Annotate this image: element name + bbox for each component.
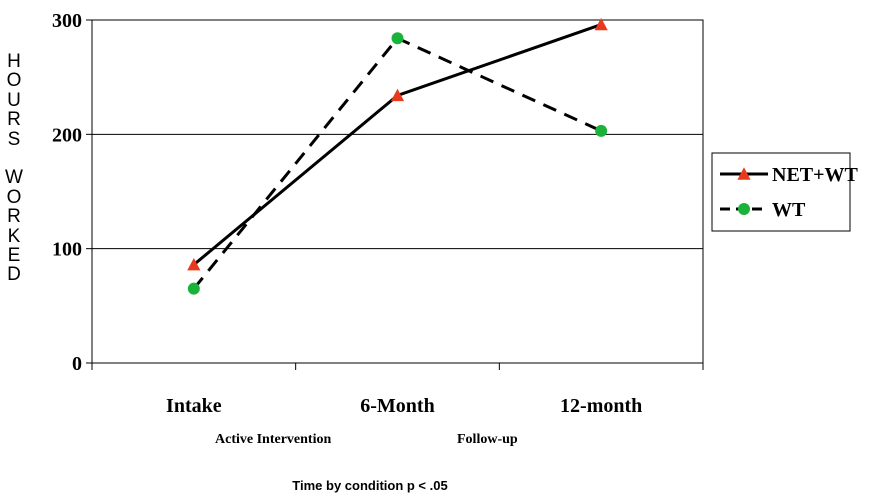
- data-point-triangle: [594, 17, 608, 31]
- y-axis-label-letter: O: [6, 186, 22, 208]
- phase-label-active: Active Intervention: [215, 432, 332, 447]
- series-line: [192, 23, 602, 266]
- legend: [711, 152, 851, 232]
- x-tick-label: Intake: [166, 395, 222, 417]
- y-axis-label-letter: K: [7, 225, 21, 247]
- y-axis-label-letter: E: [7, 244, 21, 266]
- data-point-circle: [391, 32, 404, 45]
- data-point-triangle: [187, 257, 201, 271]
- data-point-circle: [187, 282, 200, 295]
- legend-label: NET+WT: [772, 164, 859, 186]
- y-tick-label: 300: [52, 10, 82, 32]
- y-axis-label-letter: D: [7, 264, 21, 286]
- data-point-circle: [595, 124, 608, 137]
- y-tick-label: 0: [72, 353, 82, 375]
- y-axis-label-gap: [4, 149, 24, 168]
- phase-label-followup: Follow-up: [457, 432, 518, 447]
- y-tick-label: 100: [52, 239, 82, 261]
- x-tick-label: 6-Month: [360, 395, 434, 417]
- legend-label: WT: [772, 199, 806, 221]
- y-axis-label-letter: W: [5, 167, 23, 189]
- data-point-triangle: [390, 88, 405, 102]
- y-axis-label-letter: R: [7, 206, 21, 228]
- footnote: Time by condition p < .05: [292, 478, 448, 493]
- y-tick-label: 200: [52, 124, 82, 146]
- y-axis-label-letter: U: [7, 89, 21, 111]
- y-axis-label: H O U R S W O R K E D: [4, 52, 24, 285]
- series-line: [192, 36, 602, 290]
- x-tick-label: 12-month: [560, 395, 642, 417]
- y-axis-label-letter: R: [7, 109, 21, 131]
- y-axis-label-letter: S: [7, 128, 21, 150]
- plot-area: [91, 19, 704, 364]
- y-axis-label-letter: H: [7, 51, 21, 72]
- data-point-circle: [738, 203, 750, 215]
- y-axis-label-letter: O: [6, 70, 22, 92]
- data-point-triangle: [737, 167, 751, 180]
